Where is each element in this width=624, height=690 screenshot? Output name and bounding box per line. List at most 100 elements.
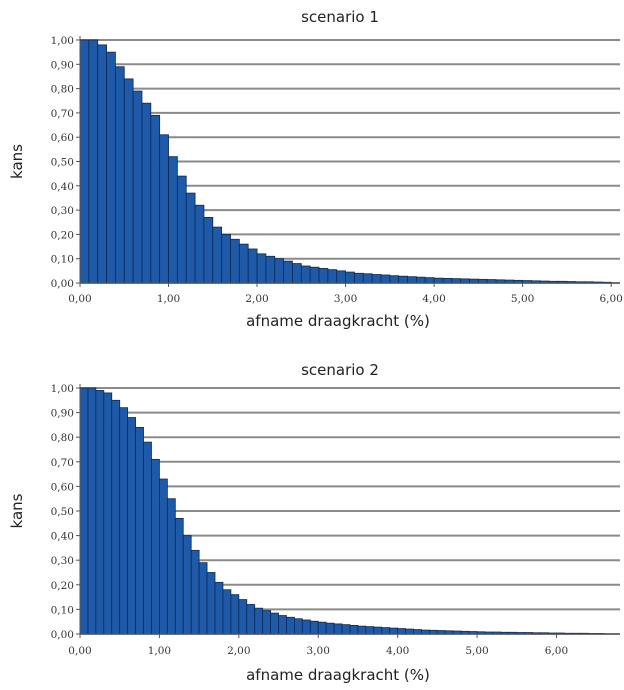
bar (380, 274, 391, 284)
x-tick-label: 6,00 (599, 293, 622, 305)
bar (238, 243, 249, 284)
bar (397, 628, 406, 635)
bar (106, 51, 116, 284)
bar (436, 630, 446, 635)
x-tick-label: 1,00 (157, 293, 180, 305)
bar (206, 572, 216, 635)
bar (327, 269, 338, 284)
bar (103, 392, 113, 635)
y-tick-label: 0,10 (51, 254, 74, 266)
x-axis-label: afname draagkracht (%) (246, 666, 430, 684)
bar (151, 458, 160, 635)
y-tick-label: 0,30 (51, 205, 74, 217)
bar (132, 90, 143, 284)
y-tick-label: 0,50 (51, 157, 74, 169)
chart-title: scenario 1 (301, 8, 379, 26)
bar (119, 407, 129, 635)
bar (123, 78, 134, 284)
y-tick-label: 0,00 (51, 278, 74, 290)
x-tick-label: 5,00 (511, 293, 534, 305)
bar (413, 629, 422, 635)
bar (214, 581, 224, 635)
bar (203, 216, 214, 284)
x-tick-label: 1,00 (148, 645, 171, 657)
bar (274, 258, 285, 284)
bar (354, 272, 364, 284)
bar (247, 248, 258, 284)
y-tick-label: 0,60 (51, 481, 74, 493)
bar (79, 387, 89, 635)
bar (221, 233, 231, 284)
bar (238, 599, 248, 635)
bar (442, 277, 453, 284)
y-tick-label: 0,10 (51, 604, 74, 616)
y-tick-label: 0,70 (51, 108, 74, 120)
bar (256, 253, 267, 284)
bar (336, 270, 346, 284)
bar (95, 390, 105, 635)
bar (150, 114, 161, 284)
bar (381, 627, 391, 635)
bar (182, 535, 192, 635)
bar (87, 387, 97, 635)
x-tick-label: 2,00 (245, 293, 268, 305)
bar (294, 618, 303, 635)
bar (398, 275, 408, 284)
bar (407, 276, 417, 284)
y-tick-label: 0,80 (51, 432, 74, 444)
y-tick-label: 1,00 (51, 383, 74, 395)
bar (111, 399, 121, 635)
bar (415, 276, 426, 284)
bar (278, 615, 287, 635)
bar (341, 624, 351, 635)
x-tick-label: 4,00 (422, 293, 445, 305)
bar (194, 204, 205, 284)
bar (159, 134, 169, 284)
y-tick-label: 0,00 (51, 629, 74, 641)
bar (373, 626, 383, 635)
bar (262, 610, 271, 635)
bar (254, 607, 264, 635)
bar (127, 417, 136, 635)
bar (88, 39, 99, 284)
x-axis-label: afname draagkracht (%) (246, 312, 430, 330)
bar (421, 629, 430, 635)
bar (159, 478, 168, 635)
bar (357, 625, 367, 635)
y-tick-label: 0,20 (51, 229, 74, 241)
y-tick-label: 0,20 (51, 580, 74, 592)
chart-scenario-1: 0,00 0,10 0,20 0,30 0,40 0,50 0,60 0,70 0,80 0,90… (0, 0, 624, 336)
bar (486, 279, 497, 284)
bar (429, 629, 438, 635)
x-tick-label: 3,00 (334, 293, 357, 305)
bar (433, 277, 444, 284)
chart-svg-scenario-1: 0,00 0,10 0,20 0,30 0,40 0,50 0,60 0,70 0,80 0,90… (8, 8, 623, 330)
bar (190, 549, 200, 635)
bar (141, 102, 152, 284)
x-tick-label: 3,00 (307, 645, 330, 657)
bar (230, 238, 240, 284)
bar (286, 616, 295, 635)
bar (115, 66, 125, 284)
bar (292, 263, 302, 284)
bar (135, 426, 144, 635)
bar (176, 175, 187, 284)
y-axis-label: kans (8, 144, 26, 179)
y-axis-label: kans (8, 493, 26, 528)
x-tick-label: 4,00 (386, 645, 409, 657)
bar (460, 278, 470, 284)
bar (212, 226, 223, 284)
bar (371, 274, 382, 284)
bar (317, 621, 327, 635)
y-tick-label: 0,40 (51, 531, 74, 543)
y-tick-label: 0,80 (51, 84, 74, 96)
bar (389, 275, 400, 284)
bar (333, 623, 343, 635)
x-tick-label: 6,00 (545, 645, 568, 657)
bar (174, 517, 184, 635)
bar (222, 589, 232, 635)
bar (300, 265, 311, 284)
bar (143, 441, 152, 635)
y-tick-label: 0,40 (51, 181, 74, 193)
y-tick-label: 1,00 (51, 35, 74, 47)
